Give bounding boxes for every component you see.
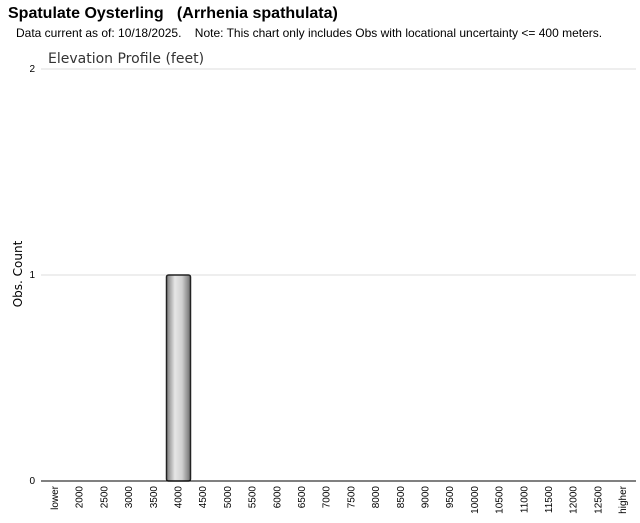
x-tick-label: 10500 [495,486,506,514]
y-tick-label: 0 [29,476,35,487]
page-title: Spatulate Oysterling (Arrhenia spathulat… [8,5,338,22]
bar [165,274,192,482]
x-tick-label: 11000 [519,486,530,514]
x-tick-label: 7500 [346,486,357,509]
x-tick-label: 5000 [223,486,234,509]
gridlines [41,68,636,276]
x-tick-label: 3000 [124,486,135,509]
x-tick-label: 6000 [272,486,283,509]
x-axis: lower 2000 2500 3000 3500 4000 4500 5000 5500 600… [50,485,629,513]
x-tick-label: 12000 [569,486,580,514]
data-note: Data current as of: 10/18/2025. Note: Th… [16,26,603,40]
x-tick-label: 2500 [99,486,110,509]
bars [165,274,192,482]
x-tick-label: 6500 [297,486,308,509]
x-tick-label: higher [618,485,629,513]
x-tick-label: 11500 [544,486,555,514]
x-tick-label: 3500 [149,486,160,509]
x-tick-label: 8000 [371,486,382,509]
x-tick-label: 9500 [445,486,456,509]
x-tick-label: 4500 [198,486,209,509]
x-tick-label: 9000 [421,486,432,509]
x-tick-label: 7000 [322,486,333,509]
chart-title: Elevation Profile (feet) [48,51,204,67]
x-tick-label: 10000 [470,486,481,514]
x-tick-label: 4000 [174,486,185,509]
y-tick-label: 2 [29,64,35,75]
x-tick-label: lower [50,485,61,510]
x-tick-label: 5500 [248,486,259,509]
x-tick-label: 2000 [75,486,86,509]
y-tick-label: 1 [29,270,35,281]
x-tick-label: 8500 [396,486,407,509]
y-axis-label: Obs. Count [11,240,25,307]
y-axis: 0 1 2 [29,64,35,487]
x-tick-label: 12500 [593,486,604,514]
